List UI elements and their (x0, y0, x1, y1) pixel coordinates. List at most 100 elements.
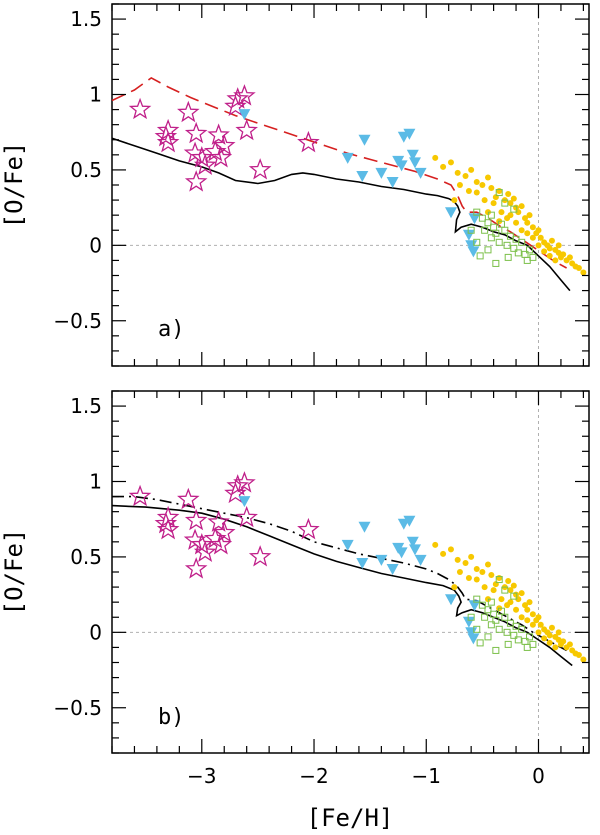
panel-a-filled-triangle-down-point (462, 229, 475, 241)
panel-b-y-tick-label: 1 (89, 470, 102, 494)
panel-a-filled-circle-point (555, 242, 562, 249)
y-axis-title-panel-b: [O/Fe] (0, 529, 28, 616)
panel-a-filled-circle-point (548, 237, 555, 244)
panel-a-open-star-point (203, 139, 227, 162)
panel-b-open-star-point (207, 510, 230, 532)
panel-a-open-star-point (297, 130, 320, 153)
panel-a-filled-circle-point (580, 269, 587, 276)
panel-b-open-square-point (518, 625, 526, 633)
panel-b-open-square-point (510, 631, 518, 639)
panel-b-label: b) (158, 705, 185, 730)
panel-a-open-square-point (484, 219, 492, 227)
panel-a-frame (111, 3, 590, 367)
panel-a-filled-circle-point (505, 191, 512, 198)
panel-a-filled-circle-point (552, 257, 559, 264)
panel-a-filled-circle-point (447, 159, 454, 166)
panel-b-open-square-point (504, 640, 512, 648)
panel-b-open-square-point (514, 636, 522, 644)
panel-b-open-star-point (235, 505, 258, 528)
panel-b-open-square-point (510, 592, 518, 600)
panel-a-open-star-point (235, 118, 258, 141)
panel-b-open-square-point (473, 595, 481, 603)
panel-a-y-tick-label: 0.5 (70, 158, 102, 182)
panel-b-y-tick-label: 0.5 (70, 545, 102, 569)
panel-b-open-star-point (297, 517, 320, 540)
panel-a-open-square-point (476, 252, 484, 260)
panel-a-filled-circle-point (537, 234, 544, 241)
panel-a-filled-circle-point (546, 252, 553, 259)
panel-a-filled-circle-point (513, 219, 520, 226)
panel-a-filled-circle-point (510, 195, 517, 202)
panel-a-open-star-point (183, 141, 207, 163)
panel-b-filled-triangle-down-point (462, 616, 475, 628)
panel-b-open-square-point (503, 628, 511, 636)
panel-b-x-tick-label: 0 (532, 764, 545, 788)
panel-b-filled-circle-point (529, 621, 536, 628)
panel-b-filled-circle-point (488, 572, 495, 579)
panel-a-y-tick-label: 0 (89, 233, 102, 257)
panel-b-open-square-point (495, 576, 503, 584)
panel-a-open-star-point (207, 123, 230, 145)
panel-a-filled-triangle-down-point (375, 167, 388, 179)
panel-a-open-star-point (177, 100, 200, 123)
panel-a-open-square-point (473, 238, 481, 246)
panel-a-open-square-point (501, 226, 509, 234)
panel-b-open-square-point (495, 625, 503, 633)
panel-b-filled-triangle-down-point (414, 554, 427, 566)
panel-a-filled-circle-point (524, 230, 531, 237)
panel-b-model-line-dashdot (112, 495, 567, 652)
panel-a-open-square-point (487, 211, 495, 219)
panel-b-filled-circle-point (535, 629, 542, 636)
panel-a-filled-triangle-down-point (467, 246, 480, 258)
panel-a-open-star-point (193, 153, 217, 175)
panel-a-open-square-point (495, 189, 503, 197)
panel-b-filled-circle-point (505, 578, 512, 585)
panel-a-model-line-solid (111, 137, 571, 292)
panel-b-filled-circle-point (456, 569, 463, 575)
panel-b-open-square-point (467, 613, 475, 621)
panel-b-filled-circle-point (518, 590, 525, 597)
panel-b-filled-circle-point (560, 638, 567, 645)
panel-a-filled-circle-point (507, 200, 514, 207)
panel-a-filled-circle-point (522, 215, 529, 222)
panel-b-filled-triangle-down-point (386, 564, 399, 575)
panel-b-filled-circle-point (510, 582, 517, 589)
panel-a-filled-triangle-down-point (386, 177, 399, 188)
panel-b-filled-triangle-down-point (409, 544, 421, 556)
panel-a-filled-circle-point (507, 212, 514, 219)
panel-b-open-star-point (177, 487, 200, 510)
panel-a-filled-circle-point (473, 178, 480, 185)
panel-a-filled-circle-point (462, 172, 469, 179)
panel-a-filled-triangle-down-point (406, 149, 419, 161)
panel-a-filled-triangle-down-point (395, 160, 408, 172)
panel-b-x-tick-label: −2 (299, 764, 328, 788)
panel-a-filled-circle-point (432, 154, 439, 161)
x-axis-title: [Fe/H] (307, 804, 394, 832)
panel-b-model-line-solid (111, 504, 573, 667)
panel-a-open-square-point (484, 246, 492, 254)
panel-a-open-square-point (514, 249, 522, 257)
panel-a-filled-circle-point (454, 169, 461, 176)
panel-a-filled-circle-point (546, 245, 553, 252)
panel-a-open-star-point (184, 121, 208, 144)
panel-b-open-square-point (521, 637, 529, 645)
panel-a-filled-circle-point (484, 174, 491, 181)
panel-a-open-star-point (184, 170, 208, 192)
panel-a-open-square-point (526, 246, 534, 254)
panel-a-filled-circle-point (473, 189, 480, 196)
panel-b-filled-circle-point (496, 575, 503, 582)
panel-b-open-square-point (487, 621, 495, 629)
panel-a-filled-circle-point (481, 197, 488, 204)
panel-b-filled-circle-point (462, 559, 469, 566)
panel-a-filled-circle-point (518, 227, 525, 234)
panel-b-filled-triangle-down-point (375, 554, 388, 566)
panel-b-filled-triangle-down-point (238, 496, 251, 508)
panel-b-open-square-point (476, 639, 484, 647)
panel-b-filled-circle-point (454, 556, 461, 563)
panel-b-filled-circle-point (555, 629, 562, 636)
panel-b-open-star-point (128, 484, 152, 507)
panel-b-open-star-point (183, 528, 207, 550)
panel-a-filled-circle-point (518, 203, 525, 210)
panel-b-filled-circle-point (575, 651, 582, 658)
